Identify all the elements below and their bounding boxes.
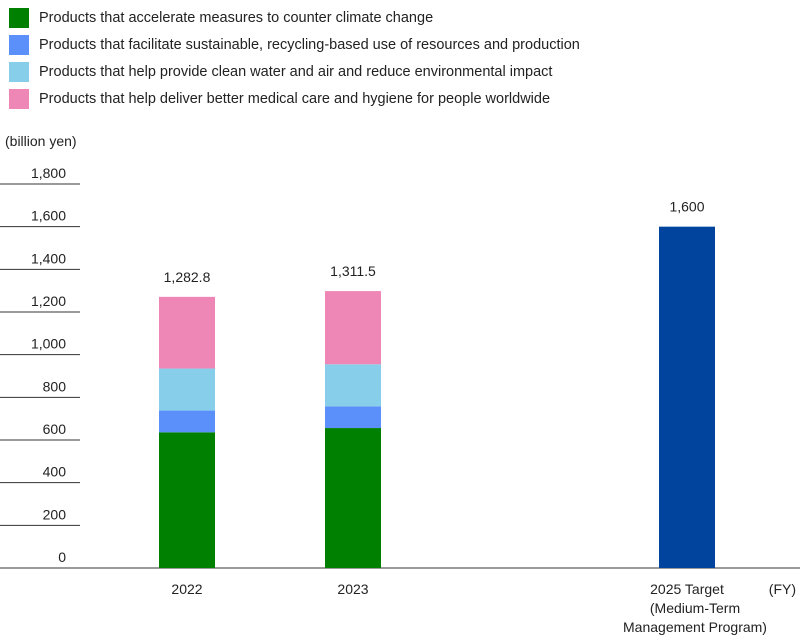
bar-2023-series-4 [325, 291, 381, 365]
legend-item-clean-water-air: Products that help provide clean water a… [9, 58, 580, 85]
bar-target [659, 226, 715, 568]
y-tick-label-800: 800 [43, 378, 67, 394]
legend-label-recycling: Products that facilitate sustainable, re… [39, 36, 580, 53]
bar-2022-series-1 [159, 432, 215, 568]
y-tick-label-600: 600 [43, 421, 67, 437]
data-label-total-2: 1,311.5 [330, 263, 376, 279]
y-tick-label-200: 200 [43, 506, 67, 522]
x-axis-label: (FY) [769, 581, 796, 597]
legend-item-medical-care: Products that help deliver better medica… [9, 85, 580, 112]
x-tick-label-3: 2025 Target [650, 581, 724, 597]
legend-label-medical-care: Products that help deliver better medica… [39, 90, 551, 107]
bar-2022-series-4 [159, 296, 215, 369]
legend-label-clean-water-air: Products that help provide clean water a… [39, 63, 553, 80]
y-tick-label-1200: 1,200 [31, 293, 66, 309]
y-tick-label-1000: 1,000 [31, 336, 66, 352]
bar-2022-series-3 [159, 368, 215, 411]
x-tick-label-1: 2022 [171, 581, 202, 597]
y-tick-label-1800: 1,800 [31, 165, 66, 181]
legend-item-recycling: Products that facilitate sustainable, re… [9, 31, 580, 58]
y-tick-label-1600: 1,600 [31, 208, 66, 224]
data-label-total-1: 1,282.8 [164, 269, 211, 285]
bar-2023-series-3 [325, 364, 381, 407]
legend-swatch-climate-change [9, 7, 29, 28]
legend-swatch-medical-care [9, 88, 29, 109]
legend-label-climate-change: Products that accelerate measures to cou… [39, 9, 434, 26]
x-tick-label-2: 2023 [337, 581, 368, 597]
legend-swatch-recycling [9, 34, 29, 55]
y-axis-label: (billion yen) [5, 133, 77, 149]
x-tick-sublabel-line2-3: Management Program) [623, 619, 767, 635]
legend-swatch-clean-water-air [9, 61, 29, 82]
y-tick-label-1400: 1,400 [31, 250, 66, 266]
data-label-total-3: 1,600 [669, 199, 704, 215]
legend: Products that accelerate measures to cou… [9, 4, 580, 112]
x-tick-sublabel-line1-3: (Medium-Term [650, 600, 740, 616]
bar-2022-series-2 [159, 410, 215, 433]
y-tick-label-0: 0 [58, 549, 66, 565]
legend-item-climate-change: Products that accelerate measures to cou… [9, 4, 580, 31]
y-tick-label-400: 400 [43, 464, 67, 480]
bar-2023-series-1 [325, 428, 381, 568]
bar-2023-series-2 [325, 406, 381, 429]
